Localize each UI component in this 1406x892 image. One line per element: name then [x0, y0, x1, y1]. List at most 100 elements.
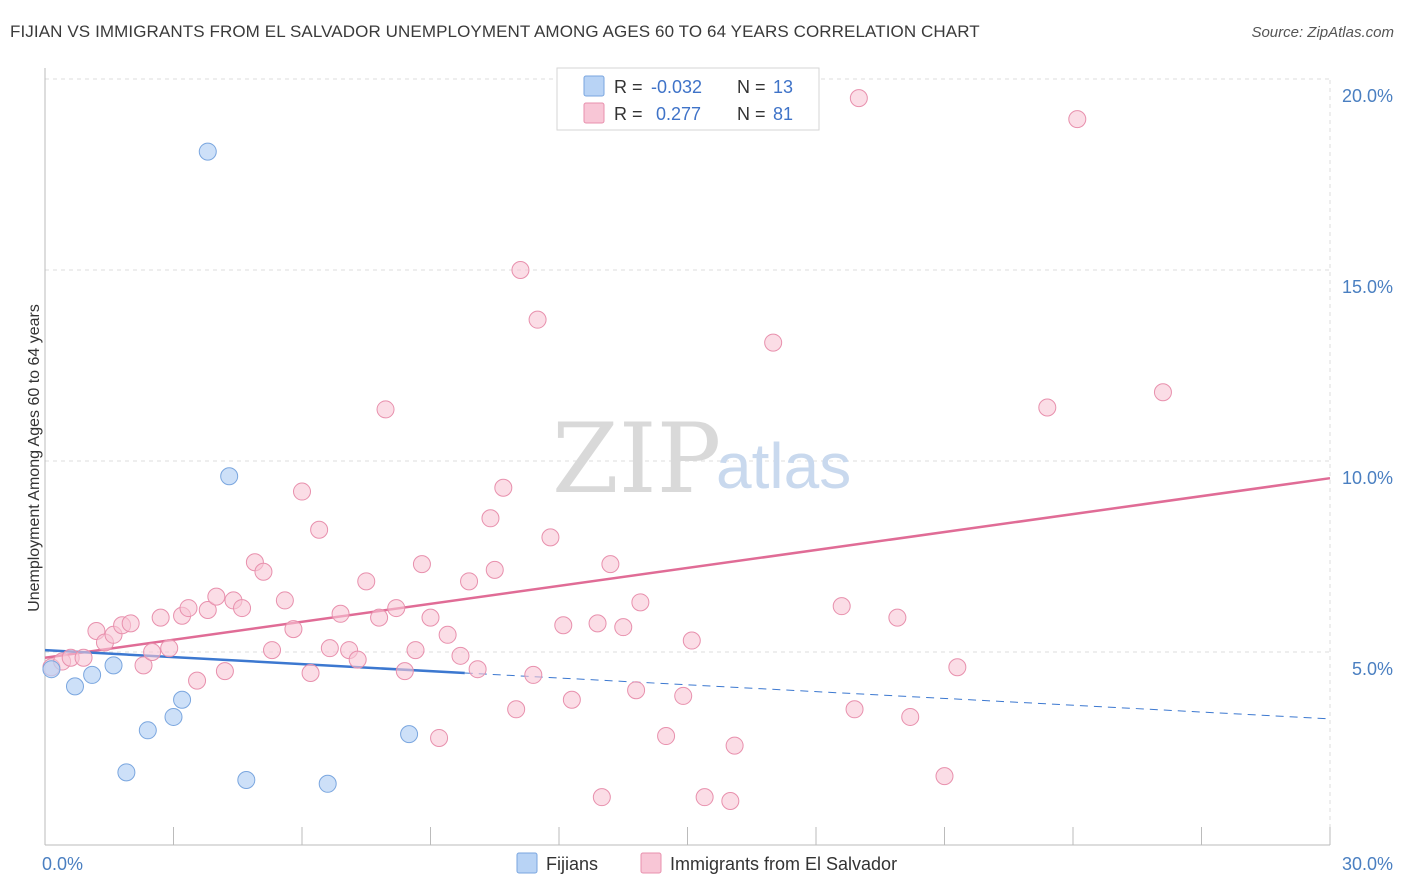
- point-salvador-27: [301, 664, 320, 683]
- point-salvador-29: [320, 639, 339, 658]
- axes: [44, 68, 1331, 846]
- point-salvador-14: [179, 599, 198, 618]
- point-salvador-64: [682, 631, 701, 650]
- point-salvador-60: [627, 681, 646, 700]
- point-salvador-61: [631, 593, 650, 612]
- legend-bottom-salvador: Immigrants from El Salvador: [670, 854, 897, 874]
- point-salvador-71: [845, 700, 864, 719]
- point-salvador-58: [601, 555, 620, 574]
- legend-swatch-fijians: [583, 75, 605, 97]
- point-salvador-17: [207, 587, 226, 606]
- point-salvador-77: [1038, 398, 1057, 417]
- point-fijians-11: [318, 774, 337, 793]
- point-salvador-67: [725, 736, 744, 755]
- point-salvador-28: [310, 520, 329, 539]
- trend-line-fijians-extension: [464, 672, 1331, 720]
- y-tick-label-3: 20.0%: [1342, 86, 1393, 106]
- x-tick-label-1: 30.0%: [1342, 854, 1393, 874]
- point-salvador-59: [614, 618, 633, 637]
- point-salvador-57: [592, 788, 611, 807]
- y-tick-label-0: 5.0%: [1352, 659, 1393, 679]
- y-axis-title: Unemployment Among Ages 60 to 64 years: [26, 304, 43, 612]
- watermark-zip: ZIP: [552, 403, 721, 515]
- point-salvador-24: [275, 591, 294, 610]
- y-tick-label-2: 15.0%: [1342, 277, 1393, 297]
- legend-swatch-salvador: [583, 102, 605, 124]
- point-salvador-47: [485, 560, 504, 579]
- point-salvador-54: [554, 616, 573, 635]
- point-salvador-73: [888, 608, 907, 627]
- point-salvador-66: [721, 791, 740, 810]
- point-fijians-9: [220, 467, 239, 486]
- point-fijians-0: [42, 660, 61, 679]
- point-salvador-78: [1068, 110, 1087, 129]
- point-salvador-15: [188, 671, 207, 690]
- trend-line-fijians: [44, 648, 465, 675]
- point-fijians-2: [83, 665, 102, 684]
- point-salvador-8: [121, 614, 140, 633]
- point-salvador-33: [357, 572, 376, 591]
- point-salvador-26: [293, 482, 311, 501]
- point-salvador-46: [481, 509, 500, 528]
- point-salvador-51: [524, 665, 543, 684]
- point-salvador-38: [406, 641, 425, 660]
- chart-title: FIJIAN VS IMMIGRANTS FROM EL SALVADOR UN…: [10, 22, 980, 41]
- point-salvador-20: [233, 599, 252, 618]
- point-salvador-25: [284, 620, 303, 639]
- point-fijians-7: [173, 690, 192, 709]
- point-salvador-16: [198, 600, 217, 619]
- x-tick-label-0: 0.0%: [42, 854, 83, 874]
- point-salvador-55: [562, 690, 581, 709]
- point-salvador-50: [511, 261, 530, 279]
- trend-line-salvador: [44, 476, 1331, 659]
- point-salvador-69: [764, 333, 783, 352]
- point-salvador-23: [263, 641, 282, 660]
- point-salvador-42: [438, 625, 457, 644]
- point-salvador-75: [935, 767, 954, 786]
- point-salvador-63: [674, 686, 693, 705]
- legend-bottom-swatch-salvador: [640, 852, 662, 874]
- legend-n-label-2: N =: [737, 104, 766, 124]
- legend-n-label-1: N =: [737, 77, 766, 97]
- point-salvador-52: [528, 310, 547, 329]
- point-fijians-4: [138, 721, 157, 740]
- point-salvador-56: [588, 614, 607, 633]
- point-salvador-35: [376, 400, 395, 419]
- watermark: ZIP atlas: [552, 403, 851, 515]
- point-salvador-34: [370, 608, 389, 627]
- point-fijians-1: [65, 677, 84, 696]
- point-salvador-12: [160, 639, 179, 658]
- point-salvador-53: [541, 528, 560, 547]
- x-tick-labels: 0.0% 30.0%: [42, 854, 1393, 874]
- point-salvador-70: [832, 597, 851, 616]
- point-salvador-44: [460, 572, 479, 591]
- y-tick-label-1: 10.0%: [1342, 468, 1393, 488]
- point-salvador-49: [507, 700, 526, 719]
- point-salvador-37: [395, 662, 414, 681]
- watermark-atlas: atlas: [716, 430, 851, 502]
- point-salvador-41: [430, 728, 449, 747]
- point-salvador-62: [657, 727, 676, 746]
- point-salvador-48: [494, 478, 513, 497]
- legend-r-value-1: -0.032: [651, 77, 702, 97]
- point-fijians-8: [198, 142, 217, 161]
- point-salvador-40: [421, 608, 440, 627]
- source-label: Source: ZipAtlas.com: [1251, 24, 1394, 41]
- legend-bottom-fijians: Fijians: [546, 854, 598, 874]
- point-salvador-3: [74, 648, 93, 667]
- point-salvador-45: [468, 660, 487, 679]
- point-salvador-65: [695, 788, 714, 807]
- point-fijians-12: [400, 725, 419, 744]
- legend-top: R = -0.032 N = 13 R = 0.277 N = 81: [556, 67, 820, 131]
- legend-r-label-1: R =: [614, 77, 643, 97]
- point-salvador-39: [412, 555, 431, 574]
- point-salvador-30: [331, 604, 350, 623]
- series-fijians-points: [42, 142, 419, 793]
- point-salvador-79: [1153, 383, 1172, 402]
- point-salvador-43: [451, 646, 470, 665]
- legend-n-value-2: 81: [773, 104, 793, 124]
- legend-bottom-swatch-fijians: [516, 852, 538, 874]
- point-salvador-36: [387, 599, 406, 618]
- point-fijians-3: [104, 656, 123, 675]
